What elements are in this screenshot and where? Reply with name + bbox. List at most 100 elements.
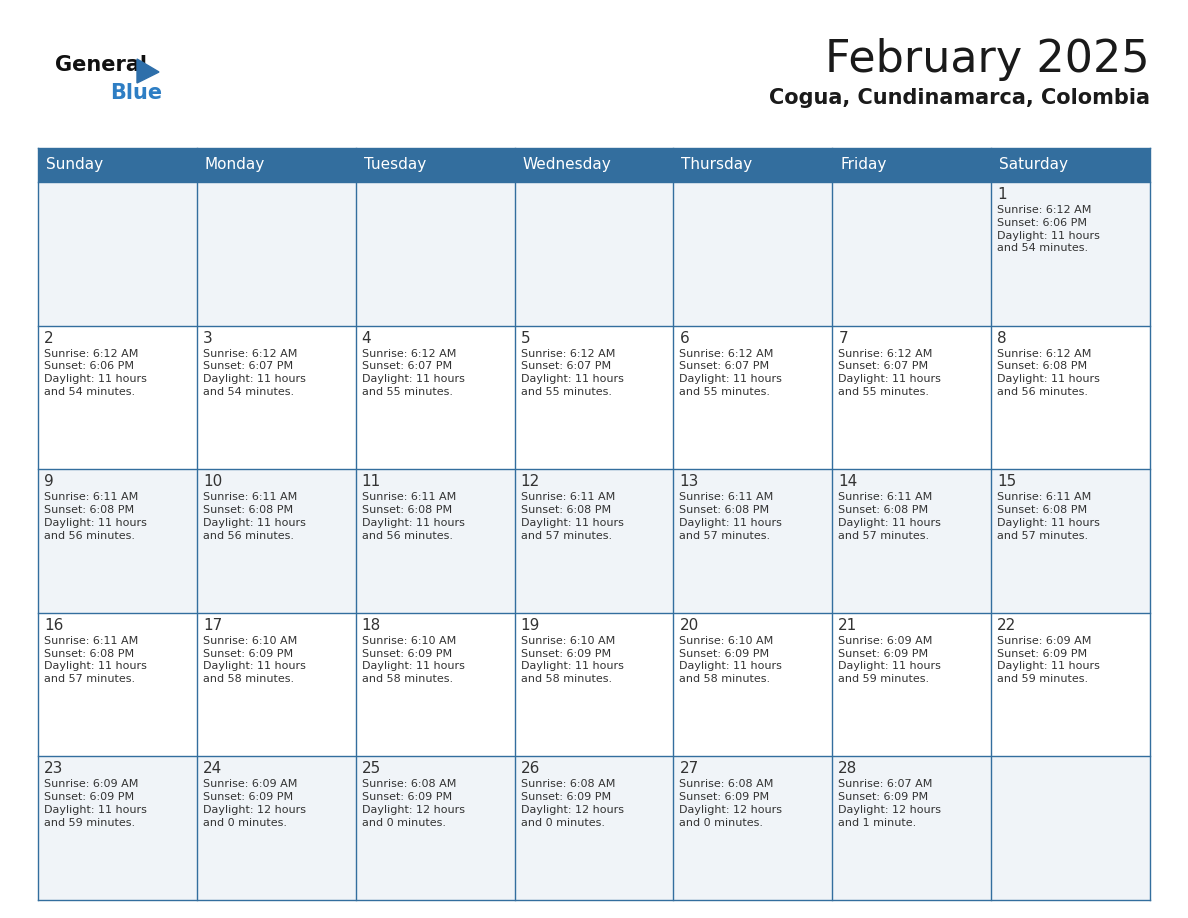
Bar bbox=[38, 326, 197, 469]
Bar bbox=[833, 613, 991, 756]
Text: 7: 7 bbox=[839, 330, 848, 345]
Bar bbox=[514, 756, 674, 900]
Bar bbox=[197, 182, 355, 326]
Text: Sunrise: 6:10 AM
Sunset: 6:09 PM
Daylight: 11 hours
and 58 minutes.: Sunrise: 6:10 AM Sunset: 6:09 PM Dayligh… bbox=[520, 636, 624, 684]
Text: February 2025: February 2025 bbox=[826, 38, 1150, 81]
Text: 13: 13 bbox=[680, 475, 699, 489]
Text: 28: 28 bbox=[839, 761, 858, 777]
Text: 10: 10 bbox=[203, 475, 222, 489]
Text: Sunrise: 6:12 AM
Sunset: 6:07 PM
Daylight: 11 hours
and 55 minutes.: Sunrise: 6:12 AM Sunset: 6:07 PM Dayligh… bbox=[680, 349, 783, 397]
Text: Sunrise: 6:10 AM
Sunset: 6:09 PM
Daylight: 11 hours
and 58 minutes.: Sunrise: 6:10 AM Sunset: 6:09 PM Dayligh… bbox=[680, 636, 783, 684]
Text: 19: 19 bbox=[520, 618, 541, 633]
Text: 23: 23 bbox=[44, 761, 63, 777]
Text: 15: 15 bbox=[997, 475, 1017, 489]
Text: 25: 25 bbox=[361, 761, 381, 777]
Text: Sunrise: 6:12 AM
Sunset: 6:06 PM
Daylight: 11 hours
and 54 minutes.: Sunrise: 6:12 AM Sunset: 6:06 PM Dayligh… bbox=[997, 205, 1100, 253]
Bar bbox=[674, 469, 833, 613]
Text: Sunrise: 6:11 AM
Sunset: 6:08 PM
Daylight: 11 hours
and 56 minutes.: Sunrise: 6:11 AM Sunset: 6:08 PM Dayligh… bbox=[361, 492, 465, 541]
Text: 2: 2 bbox=[44, 330, 53, 345]
Bar bbox=[355, 326, 514, 469]
Text: Sunrise: 6:11 AM
Sunset: 6:08 PM
Daylight: 11 hours
and 57 minutes.: Sunrise: 6:11 AM Sunset: 6:08 PM Dayligh… bbox=[520, 492, 624, 541]
Bar bbox=[991, 182, 1150, 326]
Text: Sunrise: 6:11 AM
Sunset: 6:08 PM
Daylight: 11 hours
and 56 minutes.: Sunrise: 6:11 AM Sunset: 6:08 PM Dayligh… bbox=[203, 492, 305, 541]
Bar bbox=[514, 326, 674, 469]
Text: Sunrise: 6:12 AM
Sunset: 6:07 PM
Daylight: 11 hours
and 55 minutes.: Sunrise: 6:12 AM Sunset: 6:07 PM Dayligh… bbox=[361, 349, 465, 397]
Text: 26: 26 bbox=[520, 761, 541, 777]
Bar bbox=[514, 469, 674, 613]
Bar bbox=[674, 182, 833, 326]
Bar bbox=[38, 182, 197, 326]
Bar bbox=[38, 756, 197, 900]
Text: Sunrise: 6:11 AM
Sunset: 6:08 PM
Daylight: 11 hours
and 57 minutes.: Sunrise: 6:11 AM Sunset: 6:08 PM Dayligh… bbox=[839, 492, 941, 541]
Bar bbox=[355, 613, 514, 756]
Text: 4: 4 bbox=[361, 330, 372, 345]
Bar bbox=[355, 182, 514, 326]
Text: Sunrise: 6:12 AM
Sunset: 6:07 PM
Daylight: 11 hours
and 55 minutes.: Sunrise: 6:12 AM Sunset: 6:07 PM Dayligh… bbox=[520, 349, 624, 397]
Bar bbox=[38, 613, 197, 756]
Text: Sunrise: 6:12 AM
Sunset: 6:06 PM
Daylight: 11 hours
and 54 minutes.: Sunrise: 6:12 AM Sunset: 6:06 PM Dayligh… bbox=[44, 349, 147, 397]
Text: 12: 12 bbox=[520, 475, 539, 489]
Bar bbox=[991, 756, 1150, 900]
Bar bbox=[833, 469, 991, 613]
Polygon shape bbox=[137, 59, 159, 83]
Text: Sunrise: 6:11 AM
Sunset: 6:08 PM
Daylight: 11 hours
and 57 minutes.: Sunrise: 6:11 AM Sunset: 6:08 PM Dayligh… bbox=[44, 636, 147, 684]
Bar bbox=[197, 756, 355, 900]
Text: Sunrise: 6:10 AM
Sunset: 6:09 PM
Daylight: 11 hours
and 58 minutes.: Sunrise: 6:10 AM Sunset: 6:09 PM Dayligh… bbox=[203, 636, 305, 684]
Text: Sunrise: 6:10 AM
Sunset: 6:09 PM
Daylight: 11 hours
and 58 minutes.: Sunrise: 6:10 AM Sunset: 6:09 PM Dayligh… bbox=[361, 636, 465, 684]
Bar bbox=[833, 326, 991, 469]
Text: 5: 5 bbox=[520, 330, 530, 345]
Bar bbox=[674, 326, 833, 469]
Text: Sunrise: 6:08 AM
Sunset: 6:09 PM
Daylight: 12 hours
and 0 minutes.: Sunrise: 6:08 AM Sunset: 6:09 PM Dayligh… bbox=[520, 779, 624, 828]
Bar bbox=[991, 469, 1150, 613]
Text: 17: 17 bbox=[203, 618, 222, 633]
Text: Sunrise: 6:11 AM
Sunset: 6:08 PM
Daylight: 11 hours
and 56 minutes.: Sunrise: 6:11 AM Sunset: 6:08 PM Dayligh… bbox=[44, 492, 147, 541]
Text: Wednesday: Wednesday bbox=[523, 158, 612, 173]
Text: Tuesday: Tuesday bbox=[364, 158, 426, 173]
Text: Sunrise: 6:11 AM
Sunset: 6:08 PM
Daylight: 11 hours
and 57 minutes.: Sunrise: 6:11 AM Sunset: 6:08 PM Dayligh… bbox=[680, 492, 783, 541]
Text: Sunrise: 6:09 AM
Sunset: 6:09 PM
Daylight: 11 hours
and 59 minutes.: Sunrise: 6:09 AM Sunset: 6:09 PM Dayligh… bbox=[997, 636, 1100, 684]
Bar bbox=[833, 182, 991, 326]
Bar bbox=[991, 326, 1150, 469]
Bar bbox=[355, 756, 514, 900]
Text: 27: 27 bbox=[680, 761, 699, 777]
Bar bbox=[674, 756, 833, 900]
Text: Sunrise: 6:12 AM
Sunset: 6:07 PM
Daylight: 11 hours
and 55 minutes.: Sunrise: 6:12 AM Sunset: 6:07 PM Dayligh… bbox=[839, 349, 941, 397]
Text: Sunrise: 6:09 AM
Sunset: 6:09 PM
Daylight: 11 hours
and 59 minutes.: Sunrise: 6:09 AM Sunset: 6:09 PM Dayligh… bbox=[839, 636, 941, 684]
Bar bbox=[197, 469, 355, 613]
Text: Sunrise: 6:08 AM
Sunset: 6:09 PM
Daylight: 12 hours
and 0 minutes.: Sunrise: 6:08 AM Sunset: 6:09 PM Dayligh… bbox=[680, 779, 783, 828]
Text: 24: 24 bbox=[203, 761, 222, 777]
Bar bbox=[197, 613, 355, 756]
Text: Sunrise: 6:12 AM
Sunset: 6:07 PM
Daylight: 11 hours
and 54 minutes.: Sunrise: 6:12 AM Sunset: 6:07 PM Dayligh… bbox=[203, 349, 305, 397]
Bar bbox=[514, 613, 674, 756]
Bar bbox=[674, 613, 833, 756]
Text: Saturday: Saturday bbox=[999, 158, 1068, 173]
Text: Cogua, Cundinamarca, Colombia: Cogua, Cundinamarca, Colombia bbox=[769, 88, 1150, 108]
Bar bbox=[355, 469, 514, 613]
Text: 14: 14 bbox=[839, 475, 858, 489]
Bar bbox=[514, 182, 674, 326]
Text: Sunrise: 6:12 AM
Sunset: 6:08 PM
Daylight: 11 hours
and 56 minutes.: Sunrise: 6:12 AM Sunset: 6:08 PM Dayligh… bbox=[997, 349, 1100, 397]
Text: 9: 9 bbox=[44, 475, 53, 489]
Text: Thursday: Thursday bbox=[682, 158, 752, 173]
Text: Sunrise: 6:09 AM
Sunset: 6:09 PM
Daylight: 11 hours
and 59 minutes.: Sunrise: 6:09 AM Sunset: 6:09 PM Dayligh… bbox=[44, 779, 147, 828]
Bar bbox=[38, 469, 197, 613]
Text: Sunrise: 6:09 AM
Sunset: 6:09 PM
Daylight: 12 hours
and 0 minutes.: Sunrise: 6:09 AM Sunset: 6:09 PM Dayligh… bbox=[203, 779, 305, 828]
Text: 3: 3 bbox=[203, 330, 213, 345]
Text: Sunrise: 6:08 AM
Sunset: 6:09 PM
Daylight: 12 hours
and 0 minutes.: Sunrise: 6:08 AM Sunset: 6:09 PM Dayligh… bbox=[361, 779, 465, 828]
Text: Sunday: Sunday bbox=[46, 158, 103, 173]
Bar bbox=[833, 756, 991, 900]
Text: 1: 1 bbox=[997, 187, 1006, 202]
Text: 20: 20 bbox=[680, 618, 699, 633]
Text: 11: 11 bbox=[361, 475, 381, 489]
Text: 21: 21 bbox=[839, 618, 858, 633]
Text: 18: 18 bbox=[361, 618, 381, 633]
Bar bbox=[991, 613, 1150, 756]
Text: 8: 8 bbox=[997, 330, 1006, 345]
Text: 6: 6 bbox=[680, 330, 689, 345]
Text: Sunrise: 6:11 AM
Sunset: 6:08 PM
Daylight: 11 hours
and 57 minutes.: Sunrise: 6:11 AM Sunset: 6:08 PM Dayligh… bbox=[997, 492, 1100, 541]
Bar bbox=[38, 148, 1150, 182]
Text: 16: 16 bbox=[44, 618, 63, 633]
Text: Blue: Blue bbox=[110, 83, 162, 103]
Text: General: General bbox=[55, 55, 147, 75]
Text: 22: 22 bbox=[997, 618, 1017, 633]
